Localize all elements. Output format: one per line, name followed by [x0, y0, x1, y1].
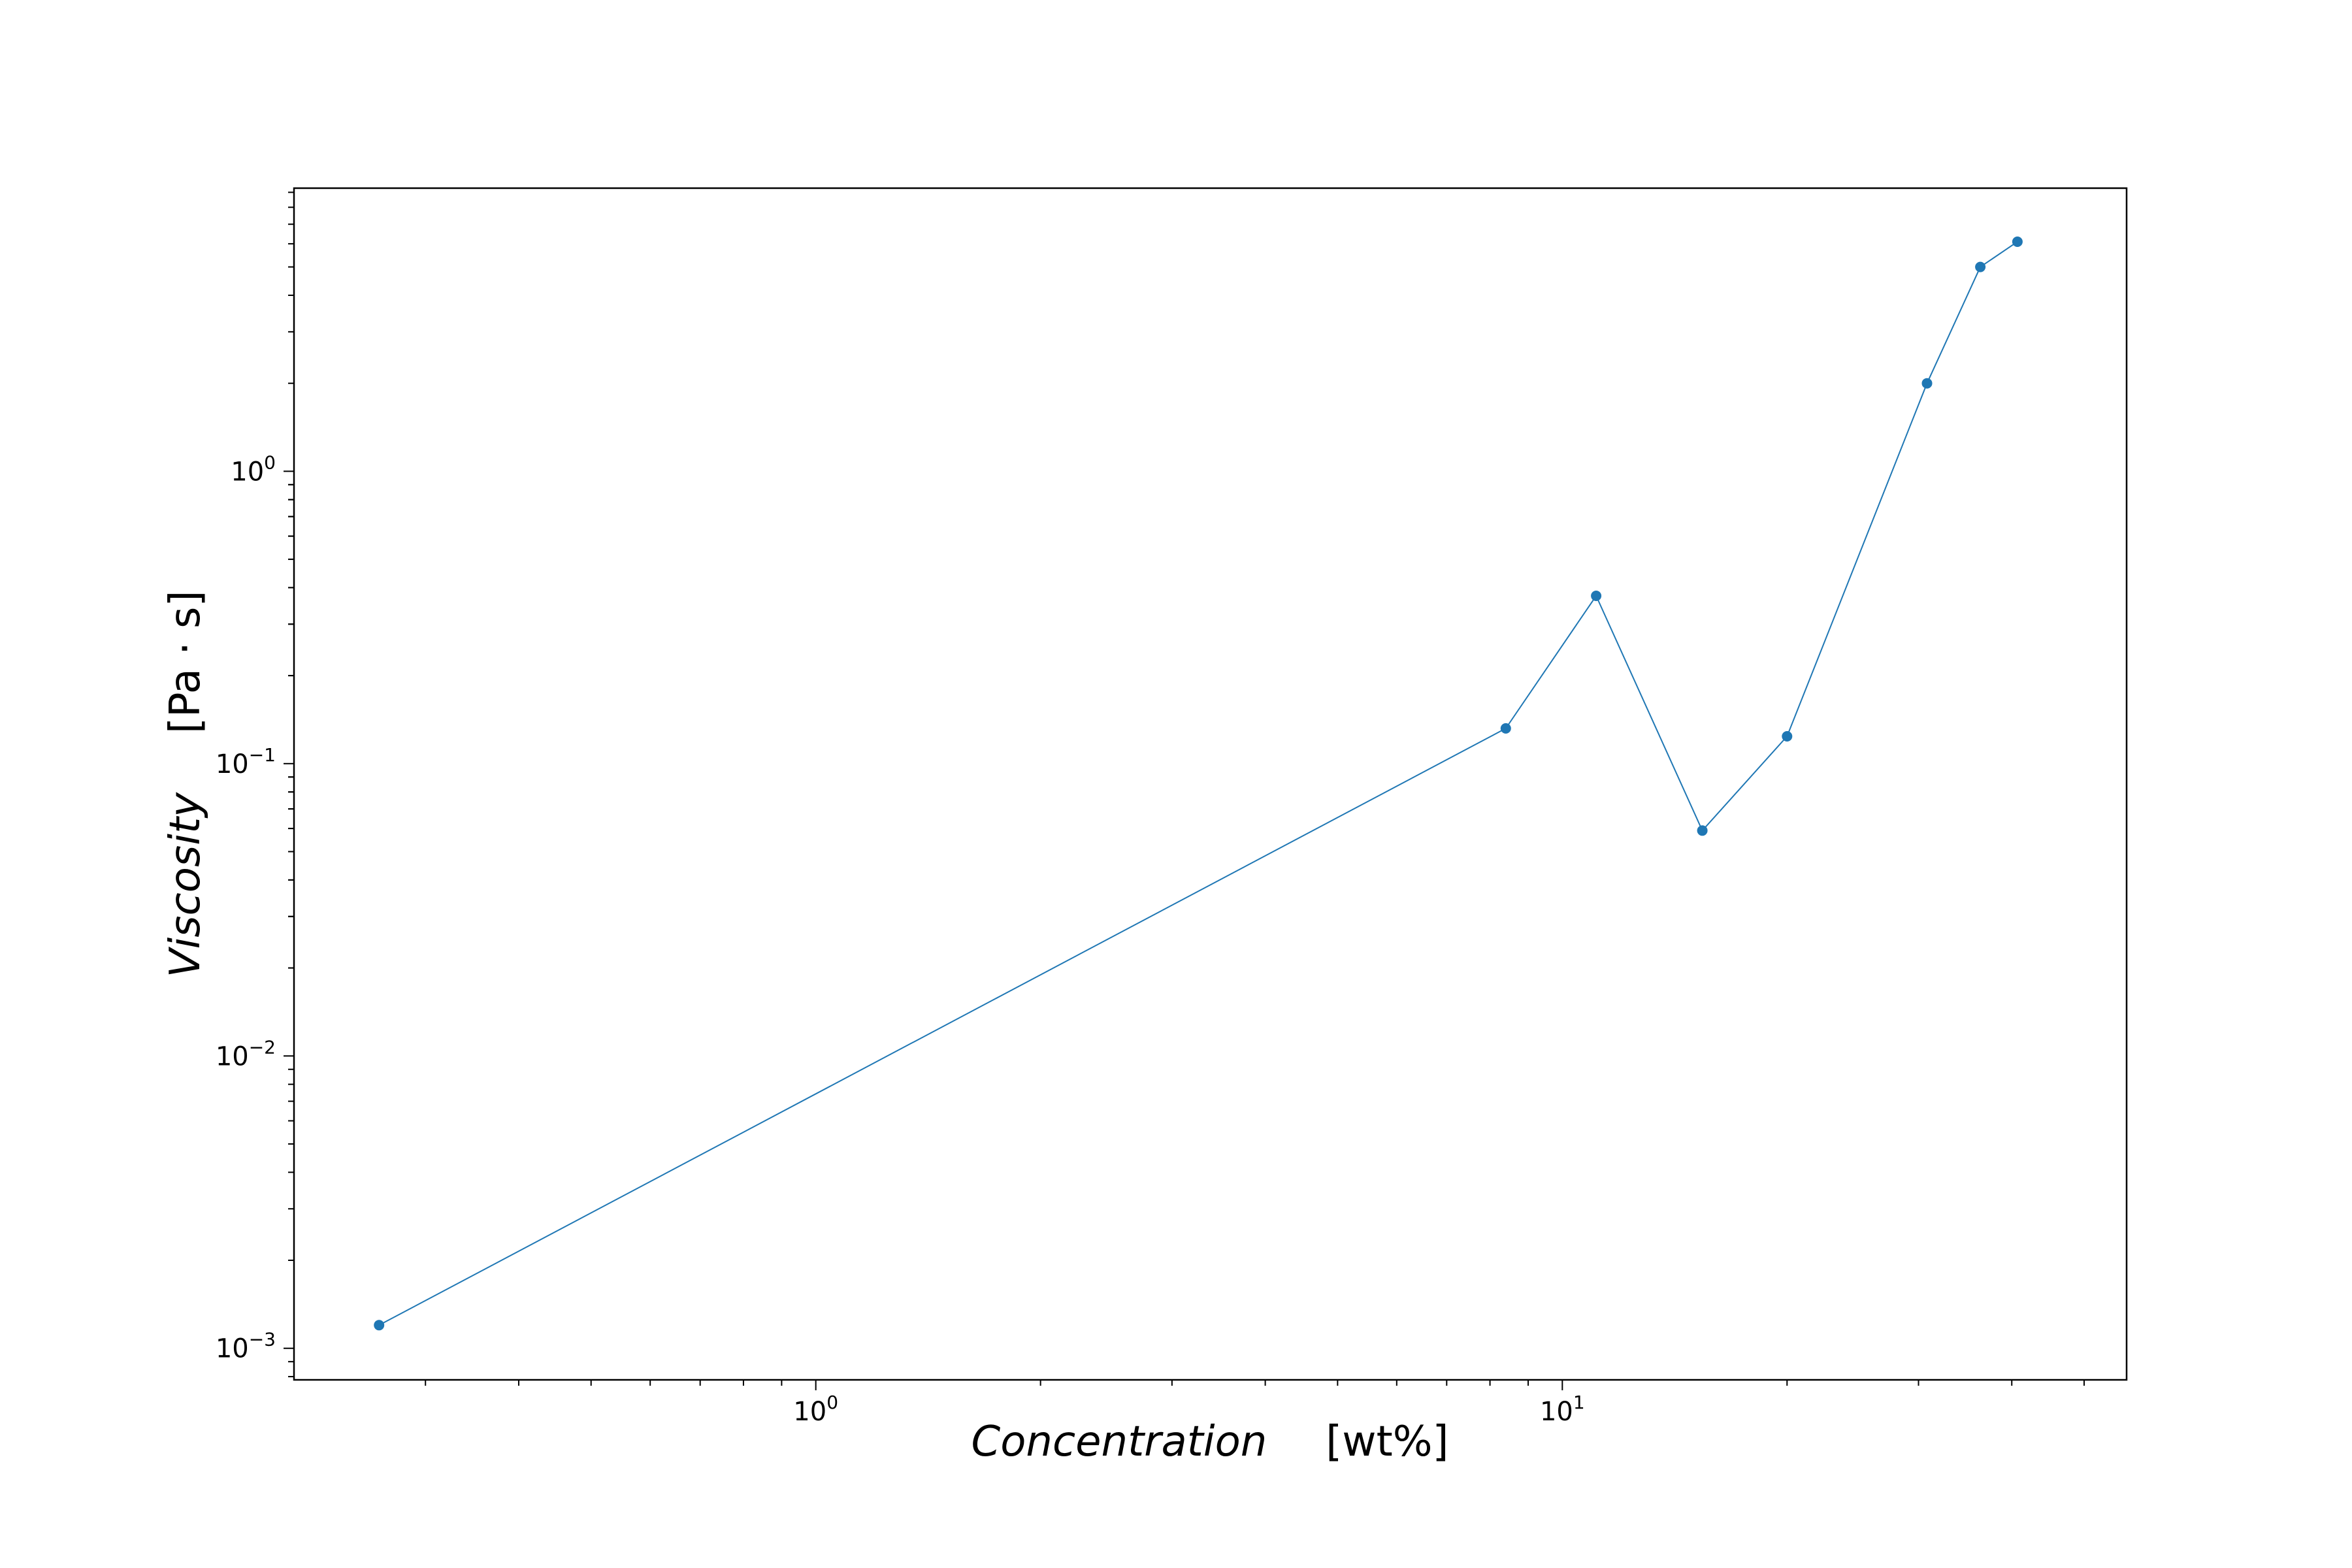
- x-axis-label-main: Concentration: [972, 1418, 1267, 1466]
- y-tick-label-exponent: −3: [249, 1329, 276, 1350]
- x-tick-label: 101: [1540, 1392, 1585, 1427]
- y-tick-label: 10−3: [216, 1329, 276, 1364]
- y-tick-label: 100: [231, 451, 276, 487]
- y-axis-label: Viscosity [Pa · s]: [161, 591, 210, 978]
- x-tick-label-exponent: 1: [1573, 1392, 1585, 1413]
- y-tick-label: 10−1: [216, 744, 276, 779]
- data-point: [1697, 825, 1708, 836]
- x-tick-label-exponent: 0: [826, 1392, 838, 1413]
- y-tick-label-base: 10: [216, 749, 249, 779]
- minor-ticks: [288, 191, 2085, 1386]
- data-point: [2012, 237, 2023, 247]
- x-tick-label-base: 10: [1540, 1397, 1573, 1427]
- y-axis-label-main: Viscosity: [161, 792, 210, 977]
- y-tick-label-base: 10: [216, 1041, 249, 1071]
- data-point: [1975, 261, 1986, 272]
- series-line: [378, 241, 2018, 1326]
- y-tick-label-exponent: 0: [264, 451, 276, 473]
- x-axis-label: Concentration [wt%]: [972, 1418, 1449, 1466]
- x-axis-label-unit: [wt%]: [1326, 1418, 1448, 1466]
- y-tick-label-base: 10: [231, 457, 264, 487]
- y-tick-label-exponent: −2: [249, 1036, 276, 1058]
- y-tick-label: 10−2: [216, 1036, 276, 1071]
- x-tick-label: 100: [793, 1392, 838, 1427]
- y-axis-label-unit: [Pa · s]: [161, 591, 210, 734]
- y-tick-label-base: 10: [216, 1334, 249, 1364]
- data-point: [1782, 731, 1793, 742]
- y-tick-label-exponent: −1: [249, 744, 276, 766]
- data-point: [1500, 723, 1511, 734]
- data-point: [1921, 378, 1933, 389]
- plot-frame: [293, 187, 2128, 1381]
- series-layer: [374, 237, 2023, 1331]
- major-ticks: [284, 470, 1563, 1390]
- x-tick-label-base: 10: [793, 1397, 826, 1427]
- data-point: [374, 1320, 385, 1331]
- data-point: [1591, 591, 1602, 601]
